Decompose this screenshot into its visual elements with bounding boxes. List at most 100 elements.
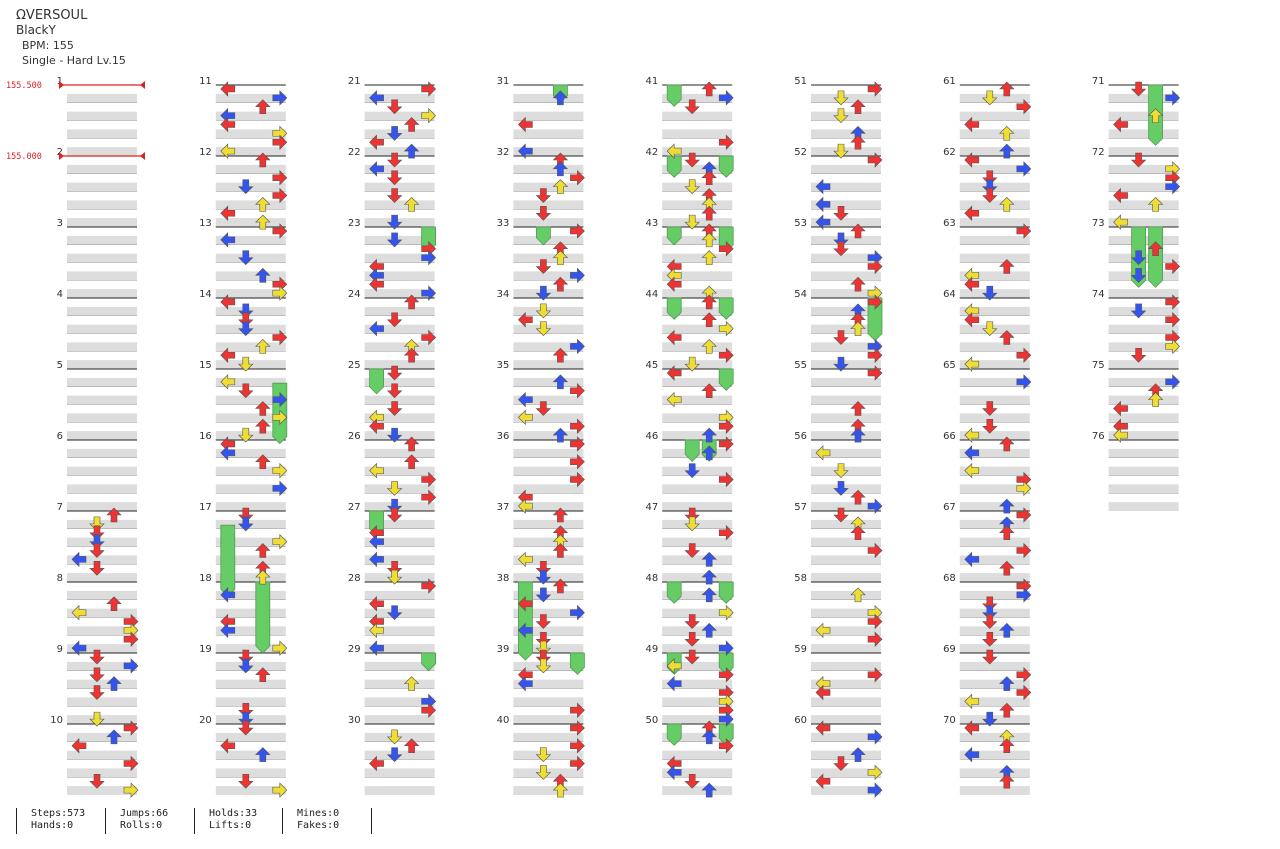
arrow-shape [570, 338, 585, 355]
arrow-shape [421, 285, 437, 301]
step-arrow [272, 782, 288, 798]
step-arrow [1130, 303, 1147, 319]
arrow-shape [220, 143, 236, 159]
measure-number: 26 [348, 431, 361, 442]
step-arrow [1113, 187, 1128, 204]
arrow-shape [255, 667, 271, 683]
arrow-shape [982, 401, 998, 416]
arrow-shape [517, 596, 533, 612]
arrow-shape [552, 161, 569, 177]
beat-stripe [662, 164, 733, 174]
beat-stripe [364, 626, 435, 636]
arrow-shape [421, 107, 437, 124]
step-arrow [272, 409, 288, 426]
arrow-shape [666, 658, 682, 674]
arrow-shape [421, 249, 437, 266]
arrow-shape [999, 738, 1015, 754]
arrow-shape [1016, 223, 1032, 239]
step-arrow [535, 259, 552, 274]
arrow-shape [701, 294, 717, 310]
arrow-shape [718, 134, 734, 150]
beat-stripe [215, 626, 286, 636]
measure-number: 67 [943, 502, 956, 513]
arrow-shape [369, 134, 384, 150]
step-arrow [833, 507, 849, 523]
arrow-shape [684, 543, 700, 558]
measure-number: 33 [497, 218, 510, 229]
arrow-shape [684, 516, 700, 532]
hold-note [718, 155, 734, 178]
step-arrow [718, 604, 734, 621]
arrow-shape [535, 560, 552, 576]
arrow-shape [386, 126, 403, 141]
beat-stripe [364, 360, 435, 369]
arrow-shape [369, 596, 384, 612]
beat-stripe [662, 200, 733, 210]
arrow-shape [1130, 250, 1147, 266]
arrow-shape [220, 116, 236, 133]
beat-stripe [959, 218, 1030, 227]
step-arrow [982, 285, 998, 301]
stat-jumps: Jumps:66 [120, 808, 169, 819]
step-arrow [867, 613, 883, 630]
arrow-shape [570, 720, 585, 736]
arrow-shape [999, 125, 1015, 141]
beat-stripe [215, 768, 286, 778]
beat-stripe [215, 590, 286, 600]
beat-stripe [811, 164, 881, 174]
arrow-shape [220, 738, 236, 754]
step-arrow [964, 427, 980, 443]
step-arrow [999, 525, 1015, 541]
song-bpm: BPM: 155 [22, 39, 74, 52]
arrow-shape [701, 427, 717, 443]
measure-number: 62 [943, 147, 956, 158]
step-arrow [999, 622, 1015, 638]
arrow-shape [255, 267, 271, 283]
arrow-shape [718, 711, 734, 727]
step-arrow [684, 152, 700, 168]
step-arrow [386, 569, 403, 585]
measure-25: 25 [348, 360, 435, 440]
arrow-shape [535, 631, 552, 647]
step-chart: 1234567891011121314151617181920212223242… [6, 76, 1181, 798]
beat-stripe [662, 768, 733, 778]
step-arrow [1113, 427, 1128, 443]
step-arrow [238, 427, 254, 443]
step-arrow [570, 720, 585, 736]
step-arrow [238, 658, 254, 674]
arrow-shape [850, 321, 866, 336]
arrow-shape [386, 560, 403, 576]
beat-stripe [513, 715, 584, 724]
beat-stripe [662, 93, 733, 103]
step-arrow [982, 711, 998, 727]
beat-stripe [67, 750, 137, 760]
arrow-shape [964, 205, 980, 221]
step-arrow [718, 525, 734, 541]
arrow-shape [701, 569, 717, 585]
beat-stripe [1108, 147, 1179, 156]
arrow-shape [833, 507, 849, 523]
arrow-shape [999, 702, 1015, 718]
step-arrow [1016, 542, 1032, 559]
step-arrow [220, 587, 236, 603]
arrow-shape [850, 401, 866, 416]
step-arrow [666, 764, 682, 781]
step-arrow [220, 143, 236, 159]
arrow-shape [867, 81, 883, 97]
beat-stripe [1108, 377, 1179, 387]
step-arrow [999, 560, 1015, 576]
step-arrow [718, 347, 734, 363]
step-arrow [701, 551, 717, 567]
step-arrow [89, 560, 105, 576]
arrow-shape [386, 312, 403, 328]
arrow-shape [867, 152, 883, 168]
step-arrow [718, 738, 734, 754]
beat-stripe [959, 555, 1030, 565]
step-arrow [570, 418, 585, 434]
arrow-shape [718, 640, 734, 656]
beat-stripe [67, 573, 137, 582]
beat-stripe [67, 218, 137, 227]
step-arrow [89, 685, 105, 700]
arrow-shape [272, 134, 288, 150]
arrow-shape [535, 649, 552, 665]
